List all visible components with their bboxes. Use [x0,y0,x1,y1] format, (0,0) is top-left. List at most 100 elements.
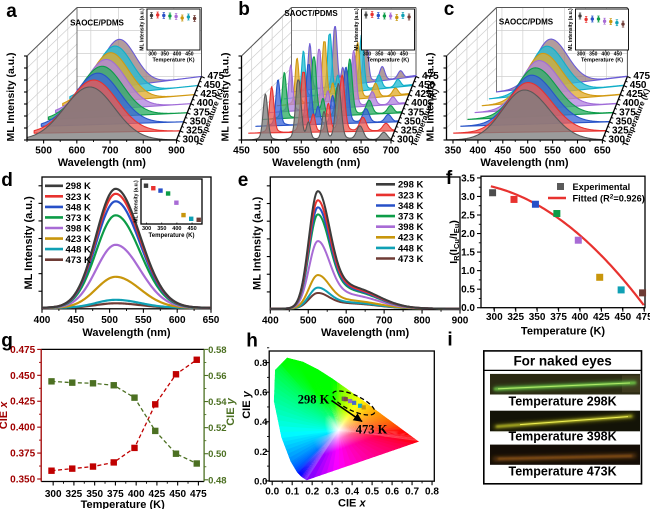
svg-text:i: i [447,330,452,351]
svg-text:600: 600 [169,315,186,326]
svg-text:CIE x: CIE x [338,498,366,509]
svg-text:0.5: 0.5 [365,487,379,498]
svg-text:SAOCC/PDMS: SAOCC/PDMS [499,18,554,27]
svg-text:600: 600 [68,146,85,157]
svg-text:300: 300 [142,226,151,232]
svg-text:ML Intensity (a.u.): ML Intensity (a.u.) [140,8,146,51]
svg-text:ML Intensity (a.u.): ML Intensity (a.u.) [425,52,437,141]
svg-text:375: 375 [107,489,124,500]
svg-text:650: 650 [353,146,370,157]
svg-text:900: 900 [168,146,185,157]
svg-text:Temperature (K): Temperature (K) [367,58,409,64]
svg-text:600: 600 [323,146,340,157]
svg-text:500: 500 [300,316,317,327]
svg-text:0.0: 0.0 [461,303,475,314]
svg-text:400: 400 [623,98,640,109]
svg-text:450: 450 [418,80,435,91]
svg-text:ML Intensity (a.u.): ML Intensity (a.u.) [23,196,35,290]
svg-text:350: 350 [157,226,166,232]
svg-text:325: 325 [401,125,418,136]
svg-text:348 K: 348 K [66,202,91,213]
svg-text:g: g [1,331,13,352]
svg-text:450: 450 [204,80,221,91]
svg-text:298 K: 298 K [66,181,91,192]
svg-text:Temperature (K): Temperature (K) [81,499,165,509]
svg-text:450: 450 [67,315,84,326]
svg-text:473 K: 473 K [356,423,388,437]
svg-text:0.400: 0.400 [10,423,35,434]
svg-text:500: 500 [101,315,118,326]
svg-text:350: 350 [529,312,546,323]
svg-text:0.6: 0.6 [254,388,267,399]
svg-text:400: 400 [601,52,610,58]
svg-text:348 K: 348 K [398,201,423,212]
svg-text:450: 450 [494,146,511,157]
svg-text:0.0: 0.0 [265,487,279,498]
svg-text:f: f [446,168,453,189]
svg-text:600: 600 [338,316,355,327]
svg-text:Temperature (K): Temperature (K) [581,58,623,64]
svg-text:400: 400 [411,98,428,109]
svg-text:CIE y: CIE y [241,390,253,418]
svg-text:0.425: 0.425 [10,397,35,408]
svg-text:0.3: 0.3 [325,487,339,498]
svg-text:CIE x: CIE x [0,401,10,429]
svg-text:900: 900 [452,316,469,327]
svg-text:b: b [238,0,250,20]
svg-text:475: 475 [636,312,650,323]
svg-text:325: 325 [66,489,83,500]
svg-text:ML Intensity (a.u.): ML Intensity (a.u.) [5,52,17,141]
svg-text:423 K: 423 K [66,234,91,245]
svg-text:Temperature (K): Temperature (K) [149,233,195,239]
svg-text:0.8: 0.8 [254,358,267,369]
svg-text:0.48: 0.48 [208,475,227,486]
svg-text:425: 425 [415,89,432,100]
svg-text:0.350: 0.350 [10,475,35,486]
svg-text:Wavelength (nm): Wavelength (nm) [82,327,171,339]
svg-text:323 K: 323 K [66,192,91,203]
svg-text:800: 800 [135,146,152,157]
svg-text:375: 375 [193,107,210,118]
svg-text:400: 400 [470,146,487,157]
svg-text:700: 700 [383,146,400,157]
svg-text:IR(ICu/IEu): IR(ICu/IEu) [448,220,461,264]
svg-text:500: 500 [263,146,280,157]
svg-text:300: 300 [183,135,200,146]
svg-text:450: 450 [614,52,623,58]
svg-text:473 K: 473 K [66,255,91,266]
svg-text:0.5: 0.5 [461,285,475,296]
svg-text:350: 350 [375,52,384,58]
svg-text:0.475: 0.475 [10,345,35,356]
svg-text:300: 300 [577,52,586,58]
svg-text:475: 475 [633,71,650,82]
svg-text:550: 550 [544,146,561,157]
svg-text:a: a [6,1,17,22]
svg-text:398 K: 398 K [66,223,91,234]
svg-text:0.8: 0.8 [425,487,439,498]
svg-text:300: 300 [148,52,157,58]
svg-text:0.54: 0.54 [208,397,227,408]
svg-text:0.2: 0.2 [254,447,267,458]
svg-text:Wavelength (nm): Wavelength (nm) [58,157,147,169]
svg-text:450: 450 [400,52,409,58]
svg-text:650: 650 [203,315,220,326]
svg-text:Wavelength (nm): Wavelength (nm) [272,157,361,169]
svg-text:298 K: 298 K [298,393,330,407]
svg-text:550: 550 [293,146,310,157]
svg-text:ML Intensity (a.u.): ML Intensity (a.u.) [220,52,232,141]
svg-text:0.52: 0.52 [208,423,227,434]
svg-text:Temperature 473K: Temperature 473K [509,465,617,479]
svg-text:ML Intensity (a.u.): ML Intensity (a.u.) [568,8,574,51]
svg-text:350: 350 [86,489,103,500]
svg-text:500: 500 [35,146,52,157]
svg-text:1.5: 1.5 [461,248,475,259]
svg-text:0.58: 0.58 [208,345,227,356]
svg-text:300: 300 [608,135,625,146]
svg-text:325: 325 [612,125,629,136]
svg-text:423 K: 423 K [398,233,423,244]
svg-text:0.4: 0.4 [345,487,359,498]
svg-text:350: 350 [190,116,207,127]
svg-text:0.50: 0.50 [208,449,227,460]
svg-text:373 K: 373 K [66,213,91,224]
svg-text:450: 450 [188,226,197,232]
